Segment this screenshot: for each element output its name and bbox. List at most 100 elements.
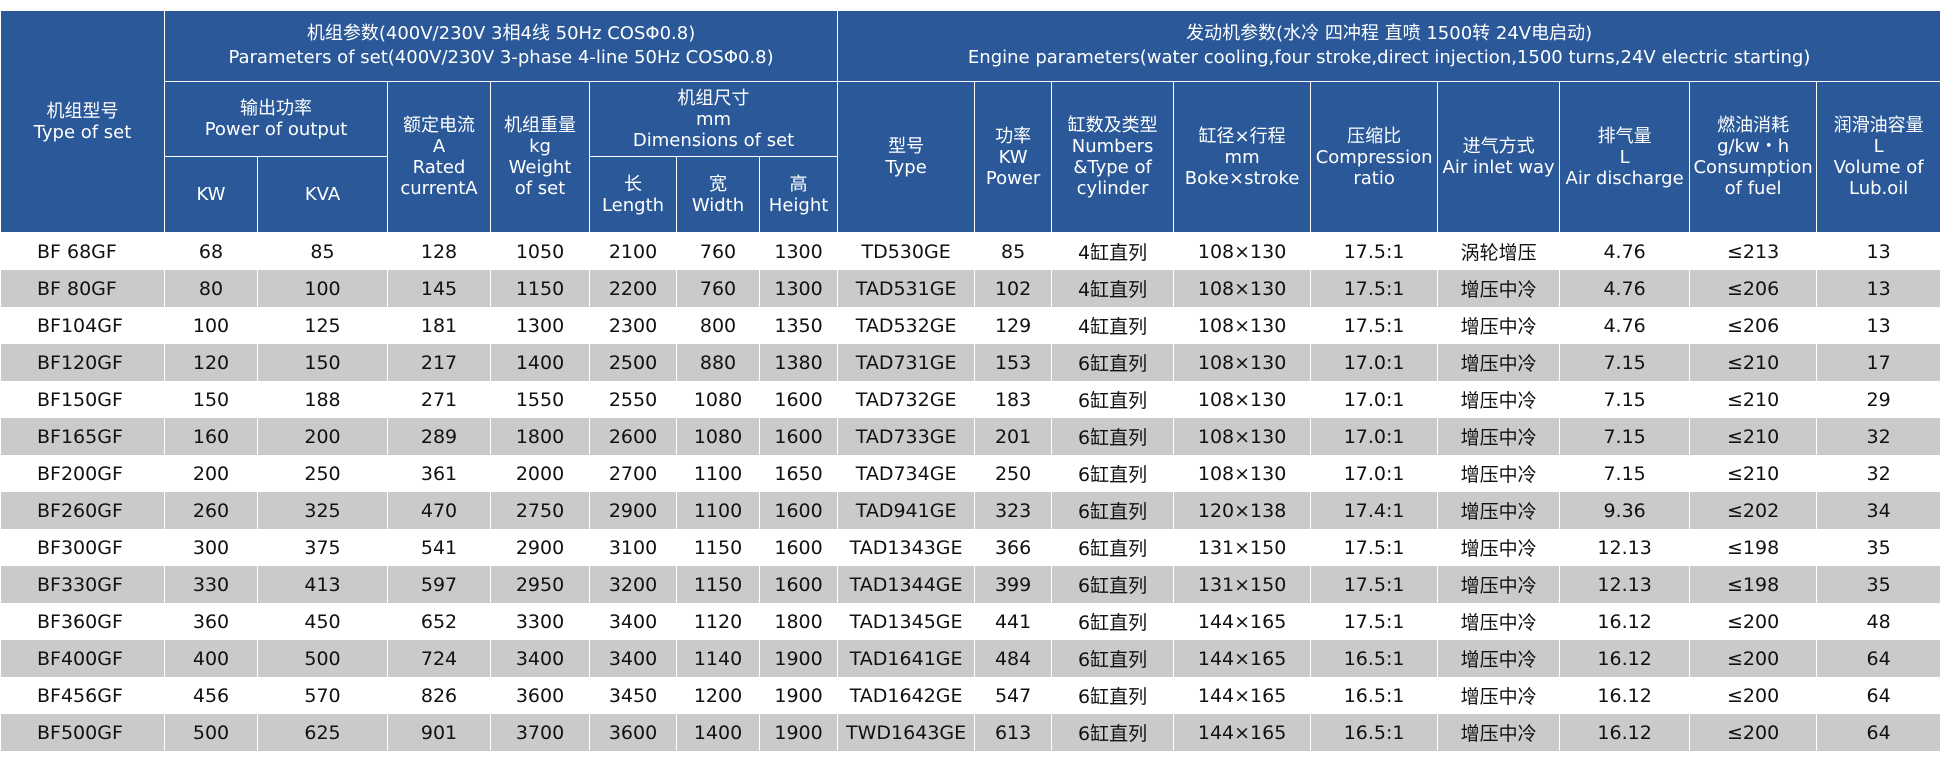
table-cell: 4.76 [1559, 270, 1691, 307]
table-cell: 300 [164, 529, 258, 566]
table-cell: 3400 [589, 603, 677, 640]
header-cell: 机组尺寸 mm Dimensions of set [588, 81, 839, 157]
header-text: 机组重量 [504, 115, 576, 136]
table-cell: 400 [164, 640, 258, 677]
table-cell: 1300 [758, 270, 839, 307]
table-cell: TWD1643GE [837, 714, 976, 751]
header-text: Boke×stroke [1184, 167, 1300, 189]
table-cell: 17.5:1 [1310, 307, 1439, 344]
table-cell: 1050 [490, 232, 590, 270]
table-cell: 129 [974, 307, 1053, 344]
table-cell: 2900 [490, 529, 590, 566]
header-group: 发动机参数(水冷 四冲程 直喷 1500转 24V电启动) Engine para… [837, 10, 1942, 82]
table-cell: 201 [974, 418, 1053, 455]
header-text: 输出功率 [240, 98, 312, 119]
table-cell: 150 [257, 344, 388, 381]
header-cell: 额定电流 A Rated currentA [387, 81, 491, 233]
header-cell: 型号 Type [837, 81, 976, 233]
header-cell: KW [164, 156, 258, 233]
table-cell: BF330GF [0, 566, 165, 603]
header-text: cylinder [1076, 178, 1149, 199]
table-cell: 1800 [490, 418, 590, 455]
table-cell: TAD1345GE [837, 603, 976, 640]
table-cell: ≤210 [1689, 418, 1818, 455]
table-cell: 2550 [589, 381, 677, 418]
header-text: Weight [508, 157, 572, 178]
header-text: Type [885, 157, 927, 178]
table-cell: 6缸直列 [1051, 529, 1175, 566]
header-text: Length [601, 194, 665, 216]
table-row: BF120GF 120 150 217 1400 2500 880 1380 TAD731GE 1… [0, 344, 1942, 381]
table-cell: 9.36 [1559, 492, 1691, 529]
table-cell: TAD1343GE [837, 529, 976, 566]
table-cell: 330 [164, 566, 258, 603]
table-cell: 144×165 [1173, 714, 1312, 751]
table-cell: 1600 [758, 381, 839, 418]
table-cell: 1400 [676, 714, 760, 751]
table-cell: BF150GF [0, 381, 165, 418]
table-cell: TAD941GE [837, 492, 976, 529]
table-cell: 6缸直列 [1051, 492, 1175, 529]
table-cell: 增压中冷 [1437, 492, 1561, 529]
table-cell: BF104GF [0, 307, 165, 344]
table-cell: 131×150 [1173, 566, 1312, 603]
table-cell: 3400 [490, 640, 590, 677]
table-cell: 1600 [758, 418, 839, 455]
table-cell: 1150 [676, 566, 760, 603]
header-text: Compression [1315, 146, 1433, 168]
table-cell: 1150 [490, 270, 590, 307]
header-text: Type of set [33, 121, 132, 143]
table-row: BF 68GF 68 85 128 1050 2100 760 1300 TD530GE 85 4缸… [0, 232, 1942, 270]
table-cell: 500 [257, 640, 388, 677]
table-cell: 增压中冷 [1437, 640, 1561, 677]
table-cell: 12.13 [1559, 566, 1691, 603]
header-text: 功率 [995, 125, 1032, 147]
spec-table: 机组型号 Type of set 机组参数(400V/230V 3相4线 50Hz… [0, 10, 1942, 751]
table-cell: 13 [1816, 232, 1942, 270]
table-cell: 增压中冷 [1437, 566, 1561, 603]
header-text: Volume of [1833, 157, 1924, 178]
table-row: BF300GF 300 375 541 2900 3100 1150 1600 TAD1343G… [0, 529, 1942, 566]
table-cell: 1120 [676, 603, 760, 640]
table-cell: ≤213 [1689, 232, 1818, 270]
table-cell: 7.15 [1559, 455, 1691, 492]
header-text: Rated [412, 157, 466, 178]
table-cell: 450 [257, 603, 388, 640]
table-cell: 541 [387, 529, 491, 566]
table-cell: 3300 [490, 603, 590, 640]
header-text: currentA [400, 178, 478, 199]
table-cell: 16.12 [1559, 640, 1691, 677]
table-cell: 200 [164, 455, 258, 492]
table-cell: 108×130 [1173, 455, 1312, 492]
header-text: KW [196, 184, 226, 205]
table-cell: 108×130 [1173, 418, 1312, 455]
header-cell: 输出功率 Power of output [164, 81, 388, 157]
table-cell: 250 [257, 455, 388, 492]
table-cell: 16.5:1 [1310, 714, 1439, 751]
table-cell: 1300 [758, 232, 839, 270]
table-cell: TAD1641GE [837, 640, 976, 677]
table-cell: 125 [257, 307, 388, 344]
table-cell: 880 [676, 344, 760, 381]
table-cell: 102 [974, 270, 1053, 307]
table-cell: 108×130 [1173, 307, 1312, 344]
table-cell: 217 [387, 344, 491, 381]
table-cell: 16.12 [1559, 714, 1691, 751]
table-cell: 1380 [758, 344, 839, 381]
table-cell: ≤210 [1689, 455, 1818, 492]
table-cell: 64 [1816, 677, 1942, 714]
table-cell: 13 [1816, 270, 1942, 307]
header-cell: 高 Height [758, 156, 839, 233]
table-cell: 7.15 [1559, 344, 1691, 381]
table-cell: BF 80GF [0, 270, 165, 307]
table-cell: 13 [1816, 307, 1942, 344]
table-cell: 1600 [758, 566, 839, 603]
header-text: Power [985, 167, 1041, 189]
table-cell: BF300GF [0, 529, 165, 566]
table-cell: BF400GF [0, 640, 165, 677]
table-cell: TAD734GE [837, 455, 976, 492]
table-cell: 7.15 [1559, 381, 1691, 418]
table-cell: 323 [974, 492, 1053, 529]
table-cell: TD530GE [837, 232, 976, 270]
table-cell: 4.76 [1559, 307, 1691, 344]
